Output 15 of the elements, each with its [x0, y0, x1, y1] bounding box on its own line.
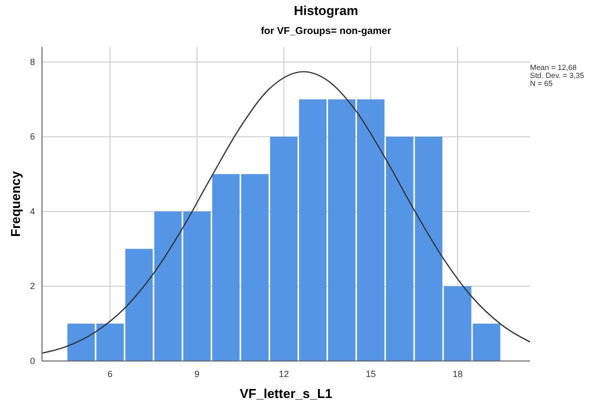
x-tick-label: 15	[366, 369, 376, 379]
y-tick-label: 4	[30, 206, 35, 216]
y-tick-label: 6	[30, 132, 35, 142]
y-tick-label: 0	[30, 356, 35, 366]
line-series	[41, 71, 531, 354]
x-tick-label: 18	[452, 369, 463, 379]
y-tick-label: 2	[30, 281, 35, 292]
x-axis-title: VF_letter_s_L1	[240, 386, 332, 401]
x-tick-label: 9	[194, 369, 200, 379]
y-axis-title: Frequency	[8, 170, 23, 237]
x-tick-label: 12	[278, 369, 289, 379]
y-tick-label: 8	[30, 56, 35, 67]
chart-title: Histogram	[294, 3, 358, 18]
chart-subtitle: for VF_Groups= non-gamer	[260, 26, 392, 37]
x-tick-label: 6	[108, 369, 113, 379]
